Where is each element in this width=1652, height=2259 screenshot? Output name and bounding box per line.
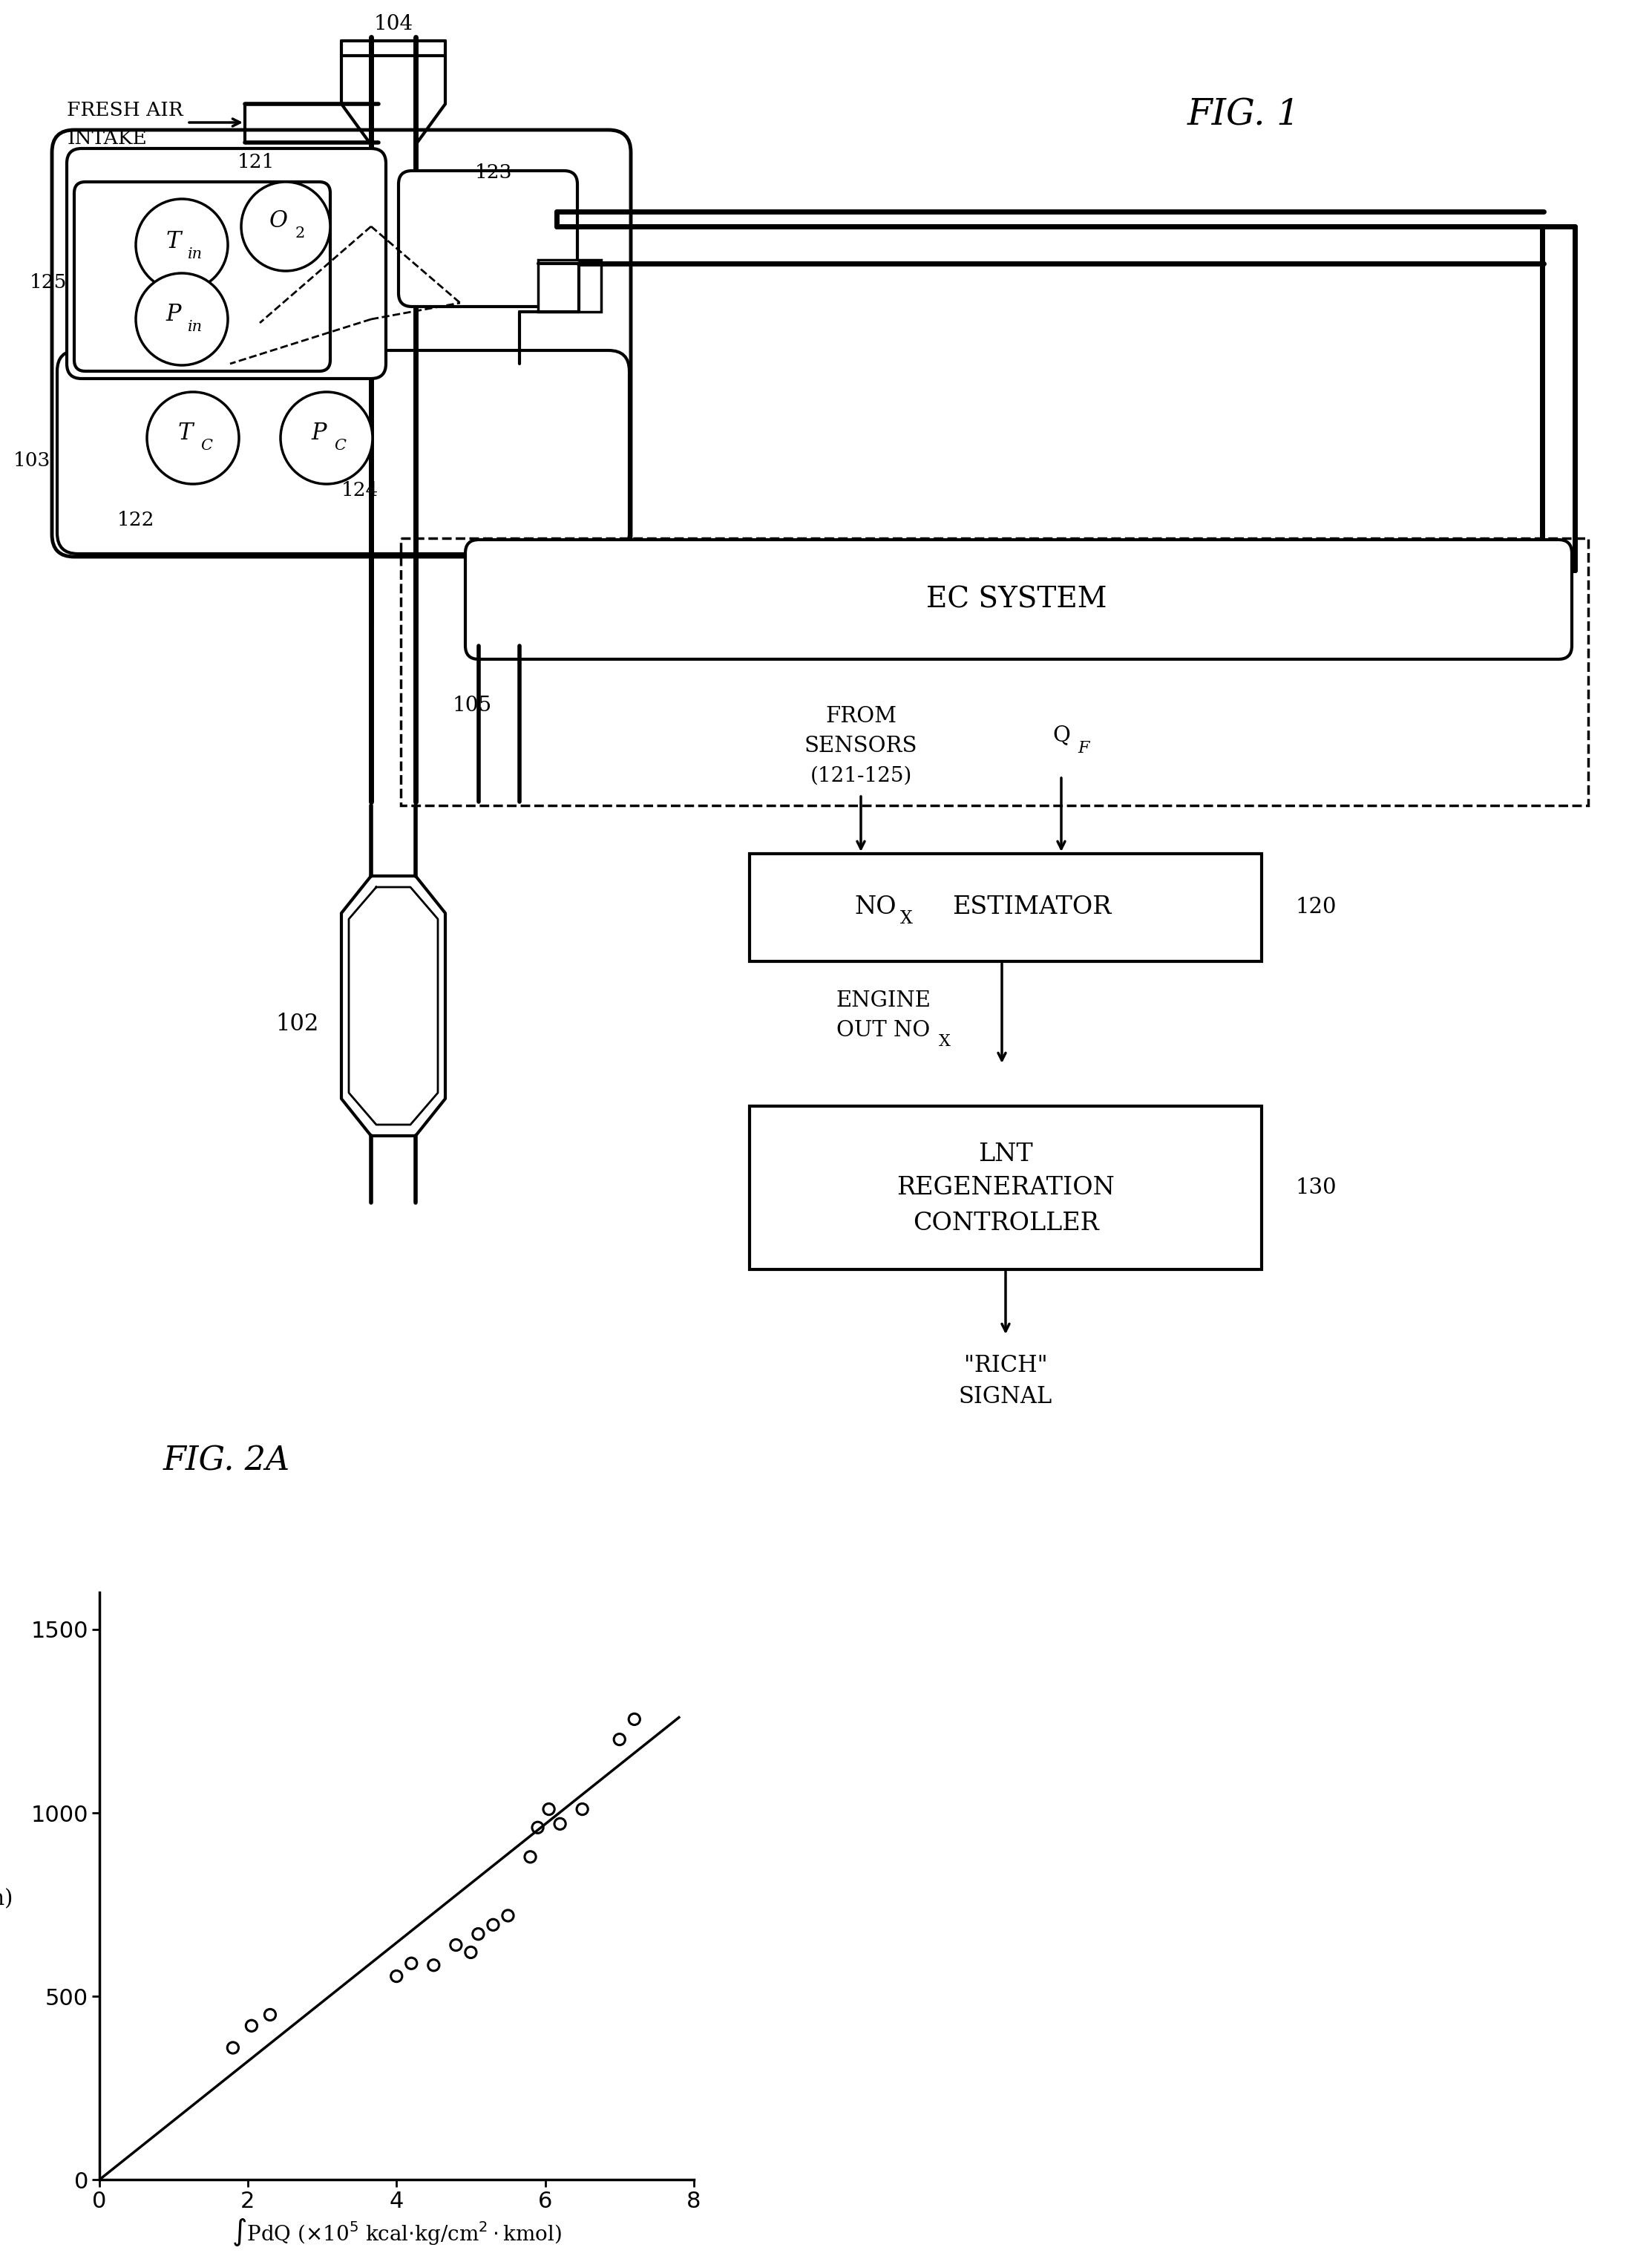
FancyBboxPatch shape [466, 540, 1571, 660]
Text: 103: 103 [13, 452, 51, 470]
Text: C: C [200, 438, 211, 452]
Text: Q: Q [1052, 725, 1070, 745]
Point [420, 1947, 446, 1983]
Bar [750, 1107, 1262, 1270]
Point [466, 1916, 492, 1952]
Text: EC SYSTEM: EC SYSTEM [927, 585, 1107, 614]
Text: C: C [334, 438, 345, 452]
Point [443, 1927, 469, 1963]
Text: in: in [188, 246, 203, 262]
Text: 120: 120 [1295, 897, 1336, 917]
Text: 105: 105 [453, 696, 492, 716]
Text: SIGNAL: SIGNAL [958, 1385, 1052, 1410]
Text: X: X [938, 1032, 950, 1050]
Ellipse shape [281, 393, 373, 483]
Text: REGENERATION: REGENERATION [897, 1177, 1115, 1200]
FancyBboxPatch shape [74, 183, 330, 370]
Text: OUT NO: OUT NO [836, 1021, 930, 1041]
Text: T: T [167, 230, 182, 253]
Text: (121-125): (121-125) [809, 766, 912, 786]
Point [383, 1959, 410, 1995]
Text: F: F [1077, 741, 1089, 757]
Point [258, 1997, 284, 2033]
Point [494, 1898, 520, 1934]
Text: P: P [312, 420, 327, 445]
Text: ESTIMATOR: ESTIMATOR [952, 895, 1112, 919]
FancyBboxPatch shape [66, 149, 387, 380]
Point [524, 1809, 550, 1846]
Text: SENSORS: SENSORS [805, 736, 917, 757]
Text: "RICH": "RICH" [963, 1355, 1047, 1378]
Text: O: O [269, 210, 287, 233]
Text: FIG. 2A: FIG. 2A [164, 1446, 291, 1477]
Text: CONTROLLER: CONTROLLER [912, 1211, 1099, 1236]
Text: LNT: LNT [978, 1143, 1032, 1166]
Text: FIG. 1: FIG. 1 [1188, 97, 1300, 133]
X-axis label: $\int$PdQ ($\times$10$^5$ kcal$\cdot$kg/cm$^2\cdot$kmol): $\int$PdQ ($\times$10$^5$ kcal$\cdot$kg/… [231, 2216, 562, 2248]
Text: FRESH AIR: FRESH AIR [66, 102, 183, 120]
FancyBboxPatch shape [58, 350, 629, 553]
Point [458, 1934, 484, 1970]
Point [481, 1907, 507, 1943]
Point [547, 1805, 573, 1841]
Point [621, 1701, 648, 1737]
Text: in: in [188, 319, 203, 334]
Text: FROM: FROM [826, 707, 897, 727]
Text: 104: 104 [373, 14, 413, 34]
Point [398, 1945, 425, 1981]
Text: 123: 123 [476, 163, 512, 183]
Ellipse shape [135, 199, 228, 291]
Point [606, 1721, 633, 1758]
Y-axis label: NO
(ppm): NO (ppm) [0, 1864, 13, 1909]
Point [220, 2029, 246, 2065]
Text: ENGINE: ENGINE [836, 989, 930, 1012]
Text: NO: NO [854, 895, 897, 919]
Point [568, 1791, 595, 1828]
Point [535, 1791, 562, 1828]
Ellipse shape [135, 273, 228, 366]
Text: INTAKE: INTAKE [66, 129, 147, 147]
Text: X: X [900, 910, 914, 926]
Text: 102: 102 [276, 1012, 319, 1037]
Text: P: P [167, 303, 182, 325]
Text: T: T [178, 420, 193, 445]
Text: 125: 125 [30, 273, 68, 291]
FancyBboxPatch shape [51, 131, 631, 556]
Point [517, 1839, 544, 1875]
Ellipse shape [241, 183, 330, 271]
Text: 124: 124 [342, 481, 378, 499]
Text: 121: 121 [238, 154, 274, 172]
Bar [750, 854, 1262, 962]
Text: 2: 2 [296, 226, 304, 242]
Bar [401, 538, 1588, 806]
Text: 130: 130 [1295, 1177, 1336, 1197]
Ellipse shape [147, 393, 240, 483]
Text: 122: 122 [117, 511, 155, 529]
FancyBboxPatch shape [398, 172, 578, 307]
Bar [539, 260, 601, 312]
Point [238, 2008, 264, 2044]
